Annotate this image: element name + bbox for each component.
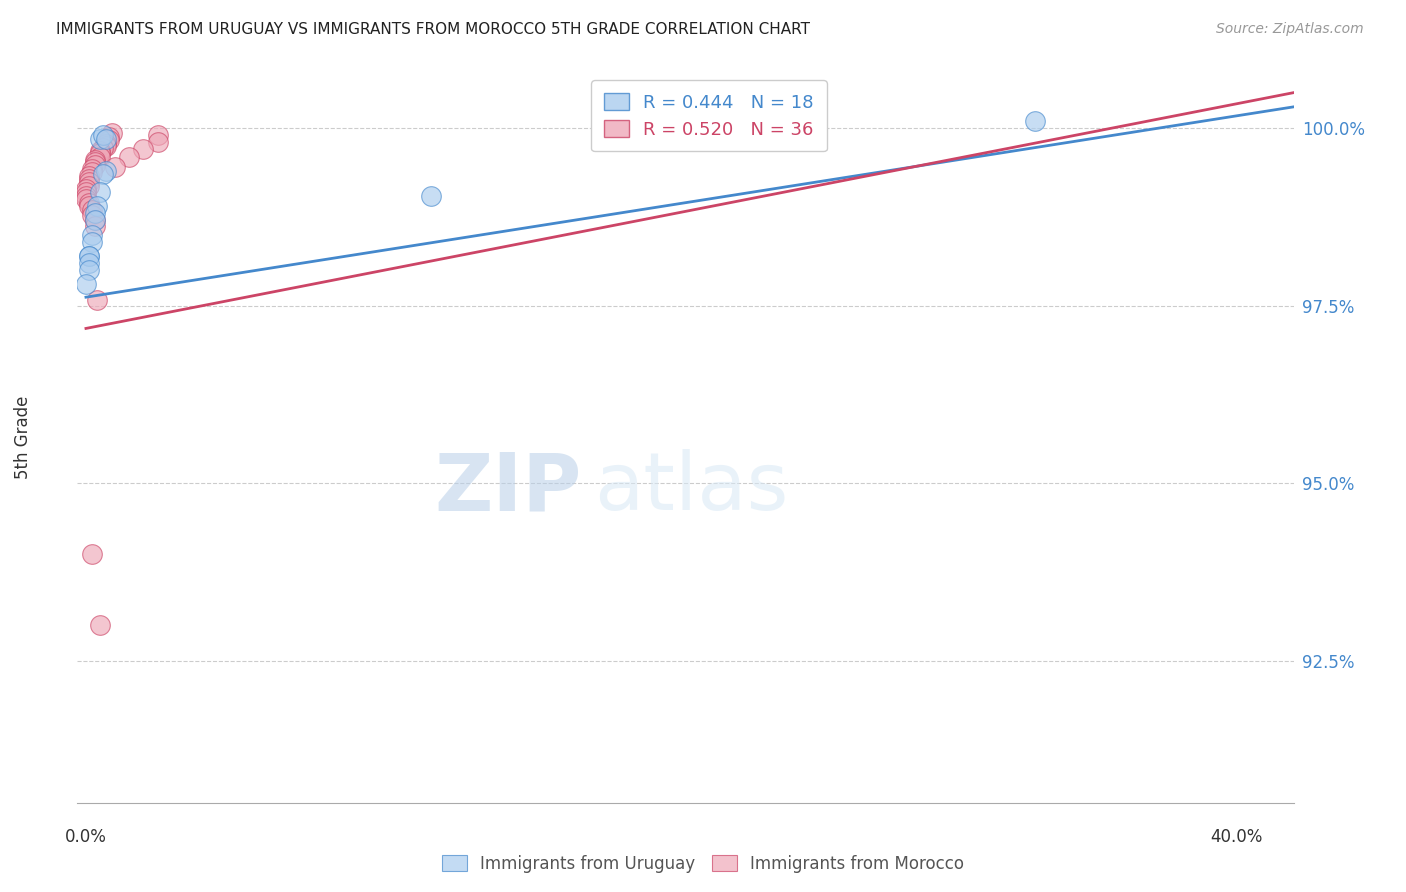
Point [104, 160, 127, 174]
Point [83, 213, 105, 227]
Point [89, 618, 111, 632]
Point [77, 249, 100, 263]
Point [83, 153, 105, 168]
Point [91, 167, 114, 181]
Point [83, 155, 105, 169]
Point [118, 150, 141, 164]
Point [86, 199, 108, 213]
Point [146, 128, 169, 143]
Point [97, 133, 120, 147]
Point [91, 141, 114, 155]
Text: 5th Grade: 5th Grade [14, 395, 32, 479]
Point [83, 206, 105, 220]
Point [75, 188, 97, 202]
Point [80, 202, 103, 217]
Text: ZIP: ZIP [434, 450, 582, 527]
Point [77, 169, 100, 183]
Text: 40.0%: 40.0% [1209, 828, 1263, 846]
Point [89, 132, 111, 146]
Point [80, 165, 103, 179]
Point [75, 185, 97, 199]
Point [97, 129, 120, 144]
Point [89, 146, 111, 161]
Text: atlas: atlas [595, 450, 789, 527]
Point [83, 219, 105, 234]
Point [77, 172, 100, 186]
Point [80, 208, 103, 222]
Point [80, 162, 103, 177]
Point [77, 256, 100, 270]
Point [86, 293, 108, 307]
Point [132, 143, 155, 157]
Point [94, 163, 117, 178]
Point [89, 144, 111, 158]
Point [80, 547, 103, 561]
Point [75, 181, 97, 195]
Point [94, 132, 117, 146]
Point [83, 158, 105, 172]
Point [77, 195, 100, 210]
Point [83, 213, 105, 227]
Legend: Immigrants from Uruguay, Immigrants from Morocco: Immigrants from Uruguay, Immigrants from… [434, 848, 972, 880]
Point [75, 277, 97, 292]
Text: Source: ZipAtlas.com: Source: ZipAtlas.com [1216, 22, 1364, 37]
Point [89, 185, 111, 199]
Text: IMMIGRANTS FROM URUGUAY VS IMMIGRANTS FROM MOROCCO 5TH GRADE CORRELATION CHART: IMMIGRANTS FROM URUGUAY VS IMMIGRANTS FR… [56, 22, 810, 37]
Point [77, 263, 100, 277]
Point [1024, 114, 1046, 128]
Point [94, 136, 117, 151]
Point [75, 192, 97, 206]
Point [94, 139, 117, 153]
Point [420, 188, 443, 202]
Point [77, 175, 100, 189]
Point [77, 249, 100, 263]
Point [91, 128, 114, 143]
Point [146, 136, 169, 150]
Point [80, 235, 103, 249]
Point [89, 150, 111, 164]
Point [77, 199, 100, 213]
Text: 0.0%: 0.0% [65, 828, 107, 846]
Point [77, 178, 100, 193]
Point [101, 126, 124, 140]
Legend: R = 0.444   N = 18, R = 0.520   N = 36: R = 0.444 N = 18, R = 0.520 N = 36 [591, 80, 827, 152]
Point [80, 227, 103, 242]
